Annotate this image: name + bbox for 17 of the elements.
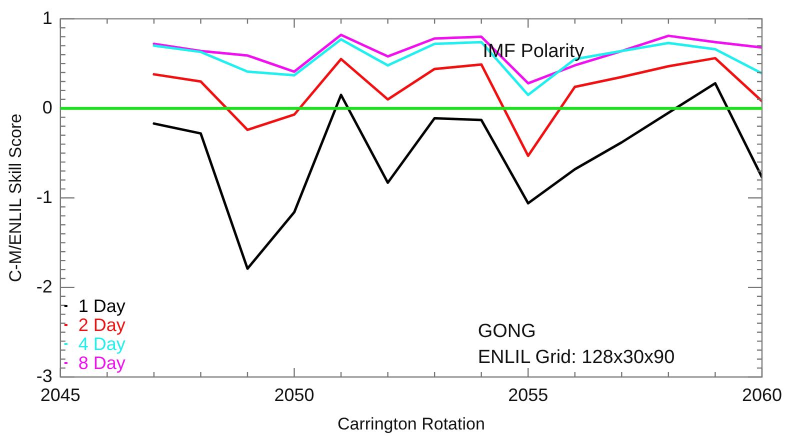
- legend-label: 8 Day: [78, 353, 126, 373]
- y-tick-label: -2: [36, 276, 52, 296]
- legend-label: 1 Day: [78, 296, 126, 316]
- y-tick-label: 0: [42, 97, 52, 118]
- y-tick-label: 1: [42, 8, 52, 28]
- x-tick-label: 2045: [40, 384, 80, 405]
- annotation: GONG: [478, 321, 536, 342]
- legend-label: 2 Day: [78, 315, 126, 335]
- legend-label: 4 Day: [78, 334, 126, 354]
- annotation: ENLIL Grid: 128x30x90: [478, 347, 675, 368]
- y-axis-title: C-M/ENLIL Skill Score: [6, 114, 25, 282]
- y-tick-label: -1: [36, 186, 52, 207]
- x-tick-label: 2050: [274, 384, 314, 405]
- y-tick-label: -3: [36, 366, 52, 386]
- x-tick-label: 2060: [742, 384, 782, 405]
- x-axis-title: Carrington Rotation: [337, 414, 485, 434]
- x-tick-label: 2055: [508, 384, 548, 405]
